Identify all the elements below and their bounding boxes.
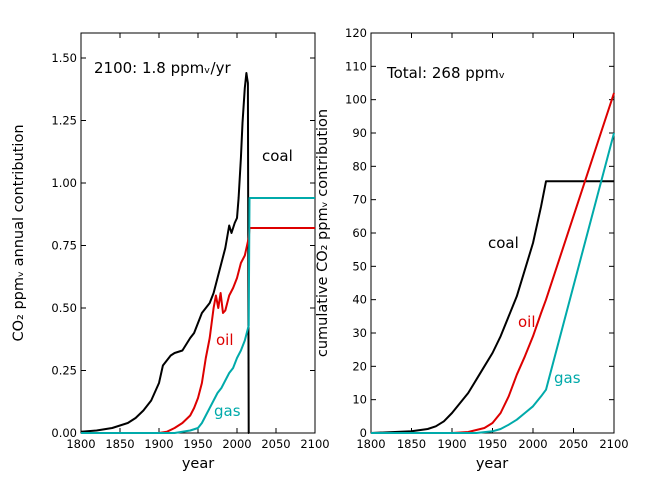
right-y-axis: 0 10 20 30 40 50 60 70 80 90 100 110 120 — [345, 26, 614, 440]
right-label-oil: oil — [518, 313, 536, 331]
left-x-tick-label: 2000 — [222, 437, 251, 451]
left-plot-area — [80, 32, 316, 434]
right-y-tick-label: 100 — [345, 93, 367, 107]
right-chart: 0 10 20 30 40 50 60 70 80 90 100 110 120 1800 1850 190… — [315, 26, 629, 472]
right-y-tick-label: 90 — [352, 126, 367, 140]
left-y-tick-label: 0.00 — [51, 426, 77, 440]
left-y-tick-label: 1.50 — [51, 51, 77, 65]
right-x-tick-label: 1900 — [437, 437, 466, 451]
right-x-tick-label: 2100 — [599, 437, 628, 451]
right-x-tick-label: 1850 — [397, 437, 426, 451]
left-y-tick-label: 0.75 — [51, 239, 77, 253]
right-x-tick-label: 1950 — [478, 437, 507, 451]
right-y-tick-label: 50 — [352, 259, 367, 273]
right-x-tick-label: 1800 — [356, 437, 385, 451]
right-y-tick-label: 80 — [352, 159, 367, 173]
left-chart: 0.00 0.25 0.50 0.75 1.00 1.25 1.50 1800 1850 190… — [11, 32, 330, 472]
right-series-lines — [370, 92, 615, 434]
left-label-oil: oil — [216, 331, 234, 349]
right-x-axis: 1800 1850 1900 1950 2000 2050 2100 — [356, 33, 629, 451]
left-y-tick-label: 0.50 — [51, 301, 77, 315]
right-x-tick-label: 2000 — [518, 437, 547, 451]
left-annotation: 2100: 1.8 ppmᵥ/yr — [94, 59, 231, 77]
left-x-tick-label: 2050 — [261, 437, 290, 451]
right-x-axis-title: year — [476, 456, 508, 472]
left-series-oil-line — [81, 227, 315, 434]
left-y-tick-label: 1.00 — [51, 176, 77, 190]
left-x-tick-label: 2100 — [300, 437, 329, 451]
left-x-tick-label: 1850 — [105, 437, 134, 451]
left-x-tick-label: 1950 — [183, 437, 212, 451]
right-label-gas: gas — [554, 369, 581, 387]
left-label-coal: coal — [262, 147, 293, 165]
left-y-axis-title: CO₂ ppmᵥ annual contribution — [11, 124, 27, 341]
right-y-tick-label: 110 — [345, 59, 367, 73]
right-y-tick-label: 60 — [352, 226, 367, 240]
left-label-gas: gas — [214, 402, 241, 420]
right-annotation: Total: 268 ppmᵥ — [386, 64, 505, 82]
right-y-tick-label: 0 — [360, 426, 367, 440]
left-x-tick-label: 1900 — [144, 437, 173, 451]
left-x-axis: 1800 1850 1900 1950 2000 2050 2100 — [66, 33, 330, 451]
right-y-tick-label: 120 — [345, 26, 367, 40]
left-series-gas-line — [81, 197, 315, 434]
left-y-axis: 0.00 0.25 0.50 0.75 1.00 1.25 1.50 — [51, 51, 315, 440]
left-series-coal-line — [80, 72, 250, 434]
left-x-axis-title: year — [182, 456, 214, 472]
right-y-tick-label: 30 — [352, 326, 367, 340]
left-series-lines — [80, 72, 315, 434]
left-y-tick-label: 0.25 — [51, 364, 77, 378]
right-y-tick-label: 20 — [352, 359, 367, 373]
right-label-coal: coal — [488, 234, 519, 252]
right-y-tick-label: 40 — [352, 293, 367, 307]
right-series-coal-line — [370, 180, 614, 434]
left-x-tick-label: 1800 — [66, 437, 95, 451]
right-series-gas-line — [371, 132, 615, 434]
right-y-axis-title: cumulative CO₂ ppmᵥ contribution — [315, 109, 331, 357]
left-y-tick-label: 1.25 — [51, 114, 77, 128]
right-y-tick-label: 70 — [352, 193, 367, 207]
right-x-tick-label: 2050 — [559, 437, 588, 451]
right-y-tick-label: 10 — [352, 393, 367, 407]
